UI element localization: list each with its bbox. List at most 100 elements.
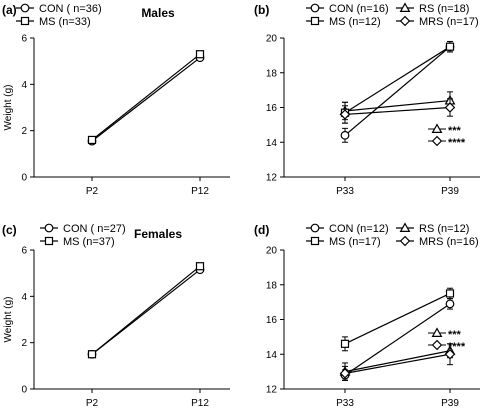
legend-entry: RS (n=12) [396, 222, 469, 235]
annotation-marker-diamond [431, 135, 443, 147]
y-tick-label: 16 [266, 315, 278, 326]
annotation-marker-diamond [431, 339, 443, 351]
y-axis-label: Weight (g) [3, 85, 14, 131]
series-line [344, 303, 451, 376]
chart-panel-c: (c) Females 0 2 4 6 P2 P12 Weight (g) CON ( n=27)… [2, 223, 230, 409]
series-square [340, 287, 455, 352]
significance-annotation: **** [428, 339, 466, 353]
data-point-square [195, 50, 205, 59]
legend-entry: MS (n=37) [40, 236, 115, 248]
panel-letter: (d) [254, 223, 269, 237]
data-point-square [195, 262, 205, 271]
legend-marker-circle [310, 223, 320, 233]
chart-panel-a: (a) Males 0 2 4 6 P2 P12 Weight (g) CON ( n=36)MS… [2, 3, 230, 197]
significance-annotation: **** [428, 135, 466, 149]
legend-marker-triangle [399, 2, 411, 12]
series-diamond [339, 98, 456, 124]
legend-label: MS (n=17) [329, 236, 381, 248]
x-tick-label: P12 [191, 398, 209, 409]
annotation-marker-triangle [431, 327, 443, 337]
legend-marker-diamond [399, 15, 411, 27]
y-axis-label: Weight (g) [3, 297, 14, 343]
series-line [344, 292, 451, 345]
legend-marker-circle [20, 3, 30, 13]
series-circle [87, 265, 205, 359]
legend-entry: CON ( n=27) [40, 223, 126, 235]
legend-entry: MRS (n=17) [396, 15, 479, 28]
annotation-marker-triangle [431, 123, 443, 133]
y-tick-label: 20 [266, 246, 278, 257]
x-tick-label: P33 [336, 186, 354, 197]
series-line [91, 57, 201, 142]
legend-marker-diamond [399, 235, 411, 247]
y-tick-label: 6 [21, 246, 27, 257]
legend-label: MS (n=12) [329, 16, 381, 28]
legend-label: CON (n=12) [329, 223, 389, 235]
series-triangle [339, 91, 456, 121]
series-line [344, 350, 451, 373]
y-tick-label: 2 [21, 126, 27, 137]
panel-letter: (b) [254, 3, 269, 17]
series-square [87, 50, 205, 145]
legend-entry: RS (n=18) [396, 2, 469, 15]
y-tick-label: 16 [266, 103, 278, 114]
legend-marker-square [310, 16, 320, 26]
x-tick-label: P2 [86, 186, 99, 197]
x-tick-label: P33 [336, 398, 354, 409]
legend-label: CON ( n=36) [39, 3, 102, 15]
legend-entry: CON (n=12) [306, 223, 389, 235]
legend-marker-square [20, 16, 30, 26]
data-point-square [87, 135, 97, 145]
legend-entry: MRS (n=16) [396, 235, 479, 248]
legend-label: MS (n=37) [63, 236, 115, 248]
legend-entry: CON (n=16) [306, 3, 389, 15]
significance-label: *** [448, 329, 462, 341]
legend-label: CON ( n=27) [63, 223, 126, 235]
data-point-square [340, 339, 350, 348]
series-circle [340, 298, 455, 381]
y-tick-label: 0 [21, 173, 27, 184]
legend-label: RS (n=18) [419, 3, 469, 15]
legend-entry: MS (n=12) [306, 16, 381, 28]
chart-panel-b: (b) 12 14 16 18 20 P33 P39 CON (n=16) RS (n=18) MS… [254, 2, 480, 197]
legend-marker-square [310, 236, 320, 246]
legend-marker-square [44, 236, 54, 246]
legend-marker-circle [44, 223, 54, 233]
y-tick-label: 12 [266, 173, 278, 184]
series-line [344, 353, 451, 374]
legend-label: MRS (n=17) [419, 16, 479, 28]
y-tick-label: 4 [21, 292, 27, 303]
data-point-square [445, 42, 455, 51]
chart-title: Males [141, 6, 175, 20]
data-point-square [87, 350, 97, 359]
legend-label: CON (n=16) [329, 3, 389, 15]
chart-panel-d: (d) 12 14 16 18 20 P33 P39 CON (n=12) RS (n=12) MS… [254, 222, 480, 409]
legend-entry: CON ( n=36) [16, 3, 102, 15]
data-point-diamond [339, 368, 351, 379]
series-line [344, 46, 451, 136]
legend-marker-circle [310, 3, 320, 13]
legend-entry: MS (n=33) [16, 16, 91, 28]
y-tick-label: 2 [21, 338, 27, 349]
significance-annotation: *** [428, 327, 462, 341]
data-point-circle [445, 299, 455, 309]
x-tick-label: P39 [441, 186, 459, 197]
legend-marker-triangle [399, 222, 411, 232]
y-tick-label: 4 [21, 80, 27, 91]
series-square [87, 262, 205, 359]
significance-label: *** [448, 125, 462, 137]
chart-title: Females [134, 227, 182, 241]
series-line [344, 99, 451, 112]
data-point-diamond [444, 102, 456, 113]
legend-label: MS (n=33) [39, 16, 91, 28]
series-line [344, 106, 451, 116]
panel-letter: (c) [2, 223, 17, 237]
series-line [91, 265, 201, 355]
x-tick-label: P12 [191, 186, 209, 197]
series-line [91, 53, 201, 141]
significance-annotation: *** [428, 123, 462, 137]
legend-entry: MS (n=17) [306, 236, 381, 248]
y-tick-label: 0 [21, 385, 27, 396]
y-tick-label: 14 [266, 138, 278, 149]
